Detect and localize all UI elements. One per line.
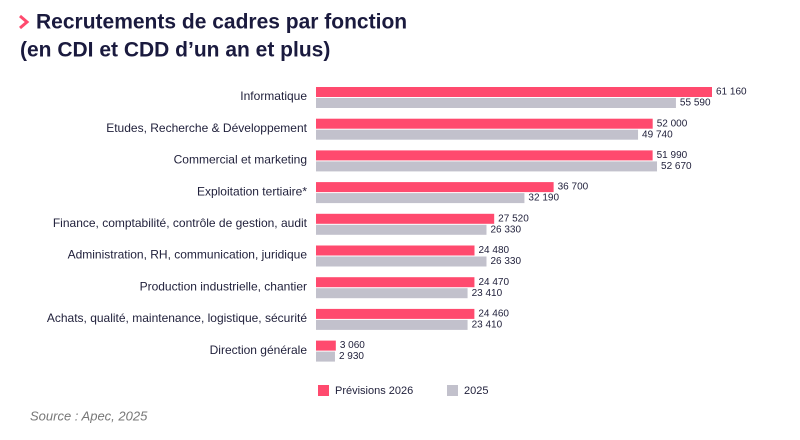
value-label: 24 460	[478, 309, 509, 320]
value-label: 2 930	[339, 351, 364, 362]
bar	[316, 319, 468, 330]
value-label: 24 470	[478, 277, 509, 288]
chart-title: Recrutements de cadres par fonction	[36, 11, 407, 34]
bar	[316, 288, 468, 299]
value-label: 27 520	[498, 213, 529, 224]
category-label: Achats, qualité, maintenance, logistique…	[47, 311, 307, 325]
legend-swatch	[318, 385, 329, 396]
value-label: 61 160	[716, 87, 747, 98]
title-marker	[19, 14, 30, 30]
bar	[316, 340, 336, 351]
legend-swatch	[447, 385, 458, 396]
bar	[316, 213, 495, 224]
value-label: 49 740	[642, 129, 673, 140]
bar	[316, 351, 335, 362]
value-label: 26 330	[490, 256, 521, 267]
legend-label: Prévisions 2026	[335, 385, 413, 397]
bar	[316, 245, 475, 256]
value-label: 23 410	[472, 288, 503, 299]
bar	[316, 193, 525, 204]
bar	[316, 129, 639, 140]
bar	[316, 98, 676, 108]
value-label: 32 190	[528, 193, 559, 204]
category-label: Commercial et marketing	[174, 153, 307, 167]
chart-subtitle: (en CDI et CDD d’un an et plus)	[20, 39, 330, 62]
value-label: 24 480	[479, 245, 510, 256]
category-label: Etudes, Recherche & Développement	[106, 121, 307, 135]
category-label: Exploitation tertiaire*	[197, 184, 307, 198]
value-label: 52 000	[657, 118, 688, 129]
value-label: 26 330	[490, 224, 521, 235]
bar	[316, 150, 653, 161]
bar	[316, 277, 475, 288]
value-label: 3 060	[340, 340, 365, 351]
category-label: Administration, RH, communication, jurid…	[68, 248, 308, 262]
source: Source : Apec, 2025	[30, 408, 148, 423]
bar	[316, 256, 487, 267]
bar	[316, 87, 712, 97]
category-label: Production industrielle, chantier	[140, 279, 307, 293]
bar	[316, 161, 658, 172]
legend-label: 2025	[464, 385, 488, 397]
bar	[316, 308, 475, 319]
category-label: Finance, comptabilité, contrôle de gesti…	[53, 216, 308, 230]
category-label: Informatique	[240, 89, 307, 103]
value-label: 55 590	[680, 98, 711, 109]
value-label: 36 700	[558, 182, 589, 193]
value-label: 51 990	[657, 150, 688, 161]
bar	[316, 224, 487, 235]
value-label: 23 410	[472, 320, 503, 331]
value-label: 52 670	[661, 161, 692, 172]
category-label: Direction générale	[210, 343, 308, 357]
bar	[316, 118, 653, 129]
bar	[316, 182, 554, 193]
